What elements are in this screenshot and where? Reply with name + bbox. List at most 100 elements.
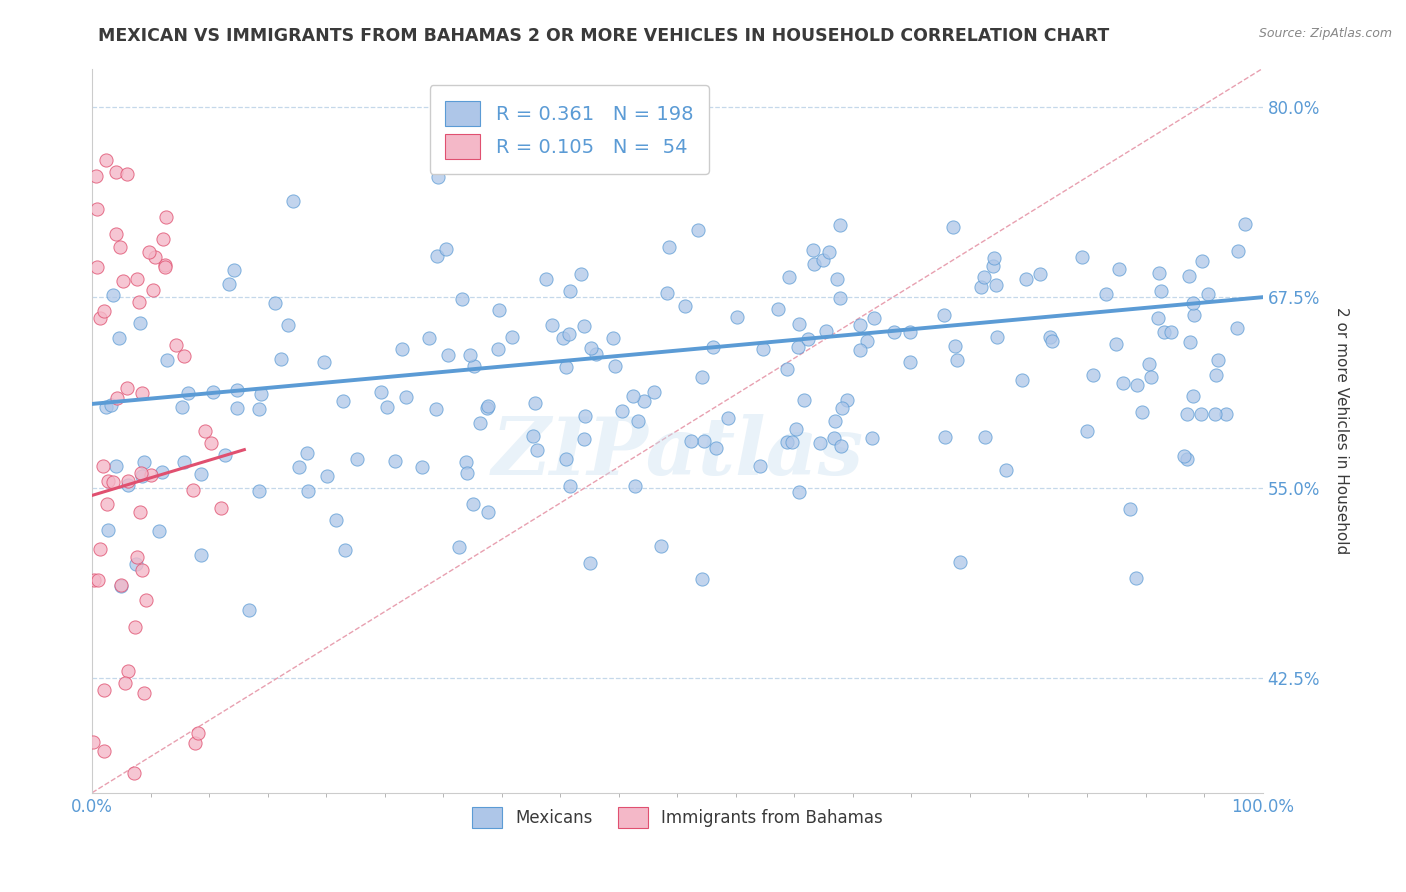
Point <box>128 295 150 310</box>
Point <box>426 249 449 263</box>
Point <box>108 331 131 345</box>
Point <box>986 330 1008 344</box>
Point <box>749 458 772 473</box>
Point <box>456 466 478 480</box>
Point <box>554 360 576 375</box>
Point <box>1076 424 1098 438</box>
Point <box>247 484 270 499</box>
Point <box>103 475 125 490</box>
Point <box>475 401 498 416</box>
Point <box>690 370 713 384</box>
Point <box>100 398 122 412</box>
Point <box>131 469 153 483</box>
Point <box>346 451 368 466</box>
Point <box>460 348 482 362</box>
Point <box>297 446 319 460</box>
Point <box>84 169 107 183</box>
Point <box>831 401 853 416</box>
Point <box>187 726 209 740</box>
Point <box>1040 334 1063 349</box>
Point <box>238 603 260 617</box>
Point <box>335 543 357 558</box>
Point <box>155 260 177 275</box>
Point <box>1125 572 1147 586</box>
Point <box>1205 368 1227 383</box>
Point <box>96 497 118 511</box>
Point <box>264 296 287 310</box>
Point <box>454 454 477 468</box>
Point <box>1234 217 1257 231</box>
Point <box>585 347 607 361</box>
Point <box>643 384 665 399</box>
Point <box>125 550 148 565</box>
Y-axis label: 2 or more Vehicles in Household: 2 or more Vehicles in Household <box>1334 307 1348 554</box>
Point <box>786 340 808 354</box>
Point <box>1140 370 1163 384</box>
Point <box>785 422 807 436</box>
Point <box>194 424 217 438</box>
Point <box>725 310 748 325</box>
Point <box>945 352 967 367</box>
Point <box>1226 321 1249 335</box>
Point <box>602 331 624 345</box>
Point <box>1119 502 1142 516</box>
Point <box>451 292 474 306</box>
Point <box>650 539 672 553</box>
Point <box>945 339 967 353</box>
Point <box>501 329 523 343</box>
Point <box>1130 405 1153 419</box>
Point <box>224 263 246 277</box>
Point <box>93 744 115 758</box>
Point <box>96 474 118 488</box>
Point <box>101 288 124 302</box>
Point <box>463 497 485 511</box>
Point <box>815 324 838 338</box>
Point <box>574 409 596 423</box>
Point <box>434 243 457 257</box>
Point <box>132 686 155 700</box>
Point <box>1081 368 1104 383</box>
Point <box>270 351 292 366</box>
Point <box>787 318 810 332</box>
Point <box>686 223 709 237</box>
Point <box>603 359 626 373</box>
Point <box>1071 250 1094 264</box>
Point <box>621 389 644 403</box>
Point <box>693 434 716 448</box>
Point <box>316 469 339 483</box>
Point <box>949 555 972 569</box>
Point <box>766 302 789 317</box>
Point <box>463 359 485 374</box>
Point <box>226 384 249 398</box>
Point <box>477 400 499 414</box>
Point <box>117 474 139 488</box>
Point <box>1204 408 1226 422</box>
Point <box>1153 326 1175 340</box>
Point <box>1095 287 1118 301</box>
Point <box>1178 334 1201 349</box>
Point <box>523 396 546 410</box>
Point <box>370 385 392 400</box>
Point <box>808 436 831 450</box>
Point <box>177 385 200 400</box>
Point <box>655 285 678 300</box>
Point <box>125 272 148 286</box>
Point <box>579 556 602 570</box>
Point <box>105 391 128 405</box>
Point <box>297 483 319 498</box>
Point <box>209 501 232 516</box>
Point <box>553 331 575 345</box>
Point <box>574 318 596 333</box>
Point <box>803 256 825 270</box>
Point <box>1039 330 1062 344</box>
Point <box>332 394 354 409</box>
Point <box>190 549 212 563</box>
Point <box>93 459 115 474</box>
Point <box>477 505 499 519</box>
Point <box>1181 296 1204 310</box>
Point <box>110 579 132 593</box>
Point <box>1137 357 1160 371</box>
Point <box>934 430 956 444</box>
Point <box>574 432 596 446</box>
Point <box>775 435 797 450</box>
